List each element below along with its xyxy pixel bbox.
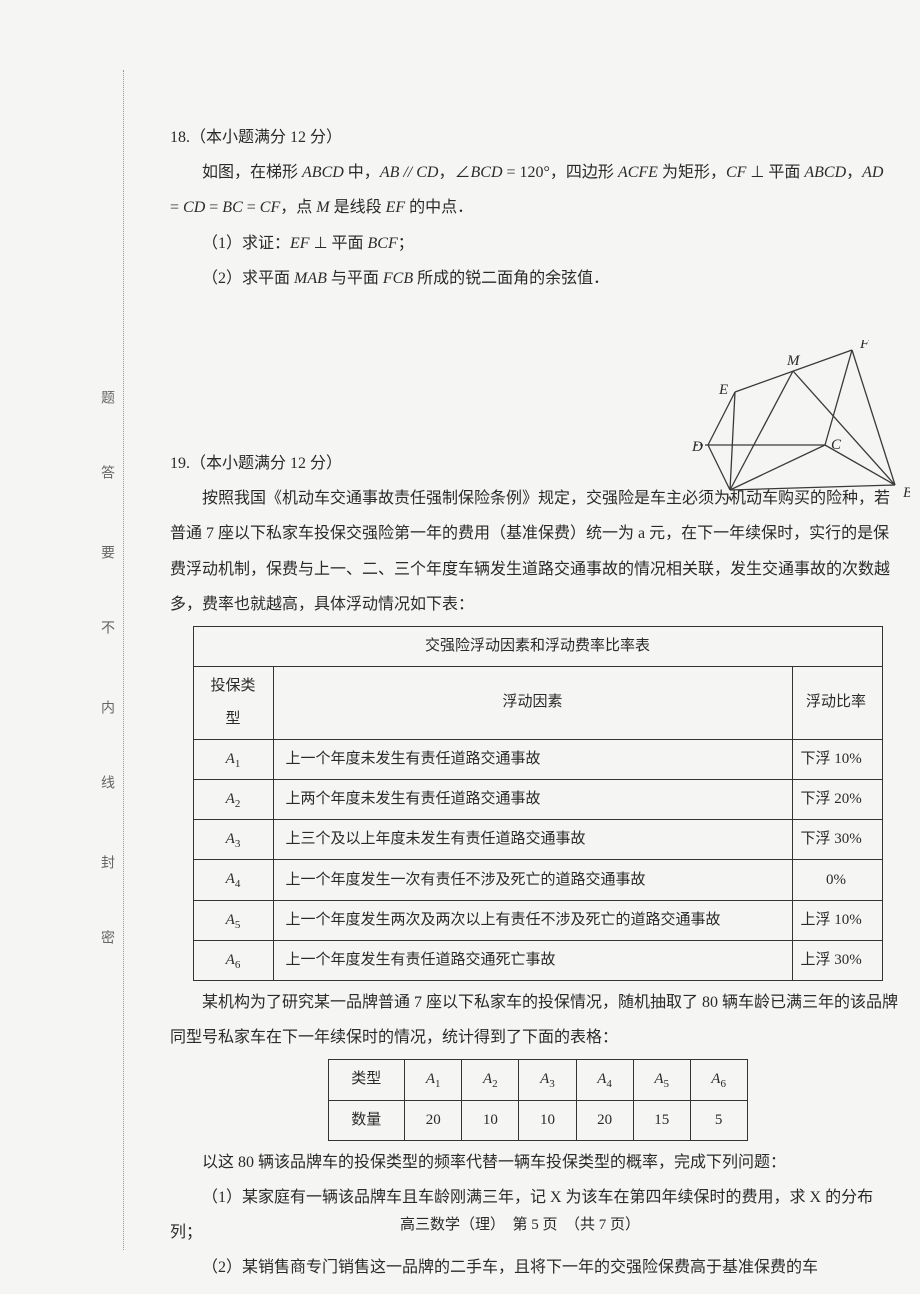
problem-19-q2: （2）某销售商专门销售这一品牌的二手车，且将下一年的交强险保费高于基准保费的车 bbox=[170, 1250, 905, 1285]
problem-18-heading: 18.（本小题满分 12 分） bbox=[170, 120, 905, 155]
table1-cell-rate: 0% bbox=[792, 860, 882, 900]
table-row: A5上一个年度发生两次及两次以上有责任不涉及死亡的道路交通事故上浮 10% bbox=[193, 900, 882, 940]
table1-cell-type: A6 bbox=[193, 940, 273, 980]
problem-19-para3: 以这 80 辆该品牌车的投保类型的频率代替一辆车投保类型的概率，完成下列问题： bbox=[170, 1145, 905, 1180]
table1-cell-type: A4 bbox=[193, 860, 273, 900]
figure-label-B: B bbox=[903, 485, 910, 500]
figure-label-F: F bbox=[859, 340, 870, 352]
page-footer: 高三数学（理） 第 5 页 （共 7 页） bbox=[125, 1213, 915, 1234]
figure-label-D: D bbox=[691, 439, 703, 455]
table1-header-factor: 浮动因素 bbox=[273, 666, 792, 739]
figure-label-C: C bbox=[831, 437, 842, 453]
figure-label-A: A bbox=[723, 494, 734, 500]
table1-cell-factor: 上三个及以上年度未发生有责任道路交通事故 bbox=[273, 820, 792, 860]
figure-label-M: M bbox=[786, 353, 801, 369]
table1-cell-rate: 下浮 20% bbox=[792, 780, 882, 820]
table2-cell-count: 20 bbox=[576, 1100, 633, 1140]
table1-cell-type: A2 bbox=[193, 780, 273, 820]
problem-19-para1: 按照我国《机动车交通事故责任强制保险条例》规定，交强险是车主必须为机动车购买的险… bbox=[170, 481, 905, 622]
problem-18-q1: （1）求证：EF ⊥ 平面 BCF； bbox=[170, 226, 905, 261]
table-row: A2上两个年度未发生有责任道路交通事故下浮 20% bbox=[193, 780, 882, 820]
figure-svg: F M E D C A B bbox=[690, 340, 910, 500]
table1-cell-factor: 上一个年度发生有责任道路交通死亡事故 bbox=[273, 940, 792, 980]
margin-vertical-text-6: 线 bbox=[96, 775, 116, 819]
table1-cell-rate: 上浮 30% bbox=[792, 940, 882, 980]
table1-cell-rate: 下浮 10% bbox=[792, 739, 882, 779]
table1-cell-rate: 下浮 30% bbox=[792, 820, 882, 860]
sample-count-table: 类型A1A2A3A4A5A6 数量20101020155 bbox=[328, 1059, 748, 1140]
table2-cell-count: 10 bbox=[462, 1100, 519, 1140]
table2-cell-count: 20 bbox=[405, 1100, 462, 1140]
margin-vertical-text-7: 封 bbox=[96, 855, 116, 899]
margin-dashed-line bbox=[123, 70, 124, 1250]
table2-cell-type: A2 bbox=[462, 1060, 519, 1100]
table-row: A1上一个年度未发生有责任道路交通事故下浮 10% bbox=[193, 739, 882, 779]
table1-cell-type: A3 bbox=[193, 820, 273, 860]
table2-row2-label: 数量 bbox=[328, 1100, 405, 1140]
margin-vertical-text-4: 不 bbox=[96, 620, 116, 664]
margin-vertical-text-8: 密 bbox=[96, 930, 116, 974]
problem-18-q2: （2）求平面 MAB 与平面 FCB 所成的锐二面角的余弦值． bbox=[170, 261, 905, 296]
problem-18-body-1: 如图，在梯形 ABCD 中，AB // CD，∠BCD = 120°，四边形 A… bbox=[170, 155, 905, 190]
table1-cell-factor: 上一个年度未发生有责任道路交通事故 bbox=[273, 739, 792, 779]
margin-vertical-text-3: 要 bbox=[96, 545, 116, 589]
table2-cell-type: A1 bbox=[405, 1060, 462, 1100]
table2-cell-type: A4 bbox=[576, 1060, 633, 1100]
table2-cell-count: 10 bbox=[519, 1100, 576, 1140]
table1-cell-factor: 上两个年度未发生有责任道路交通事故 bbox=[273, 780, 792, 820]
table2-cell-type: A6 bbox=[690, 1060, 747, 1100]
geometry-figure: F M E D C A B bbox=[690, 340, 910, 500]
table1-title: 交强险浮动因素和浮动费率比率表 bbox=[193, 626, 882, 666]
table1-cell-factor: 上一个年度发生一次有责任不涉及死亡的道路交通事故 bbox=[273, 860, 792, 900]
margin-vertical-text-5: 内 bbox=[96, 700, 116, 744]
table-row: A6上一个年度发生有责任道路交通死亡事故上浮 30% bbox=[193, 940, 882, 980]
insurance-rate-table: 交强险浮动因素和浮动费率比率表 投保类型 浮动因素 浮动比率 A1上一个年度未发… bbox=[193, 626, 883, 981]
table2-cell-count: 15 bbox=[633, 1100, 690, 1140]
table1-cell-type: A1 bbox=[193, 739, 273, 779]
table2-cell-count: 5 bbox=[690, 1100, 747, 1140]
table2-cell-type: A5 bbox=[633, 1060, 690, 1100]
table2-row1-label: 类型 bbox=[328, 1060, 405, 1100]
margin-vertical-text-2: 答 bbox=[96, 465, 116, 509]
problem-18-body-2: = CD = BC = CF，点 M 是线段 EF 的中点． bbox=[170, 190, 905, 225]
table1-cell-type: A5 bbox=[193, 900, 273, 940]
table1-header-rate: 浮动比率 bbox=[792, 666, 882, 739]
table-row: A4上一个年度发生一次有责任不涉及死亡的道路交通事故0% bbox=[193, 860, 882, 900]
figure-label-E: E bbox=[718, 382, 728, 398]
page-content: 18.（本小题满分 12 分） 如图，在梯形 ABCD 中，AB // CD，∠… bbox=[125, 40, 915, 1294]
problem-19-para2: 某机构为了研究某一品牌普通 7 座以下私家车的投保情况，随机抽取了 80 辆车龄… bbox=[170, 985, 905, 1055]
table-row: A3上三个及以上年度未发生有责任道路交通事故下浮 30% bbox=[193, 820, 882, 860]
margin-vertical-text-1: 题 bbox=[96, 390, 116, 434]
table1-cell-rate: 上浮 10% bbox=[792, 900, 882, 940]
table2-cell-type: A3 bbox=[519, 1060, 576, 1100]
table1-cell-factor: 上一个年度发生两次及两次以上有责任不涉及死亡的道路交通事故 bbox=[273, 900, 792, 940]
table1-header-type: 投保类型 bbox=[193, 666, 273, 739]
